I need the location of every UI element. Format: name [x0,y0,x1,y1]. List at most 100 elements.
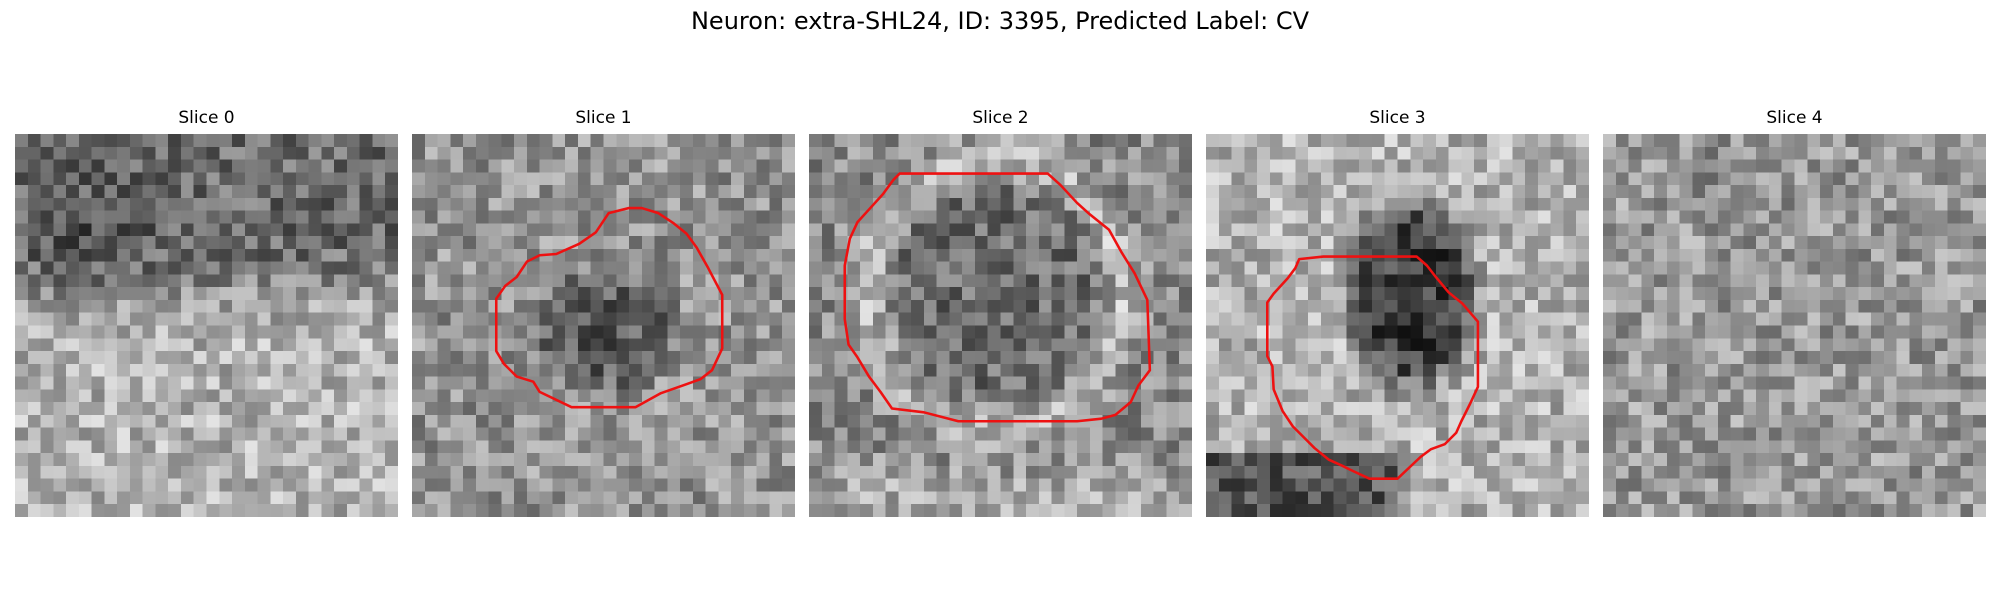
pixel [155,414,169,428]
pixel [1845,338,1859,352]
pixel [1654,261,1668,275]
pixel [283,172,297,186]
pixel [180,427,194,441]
pixel [1359,414,1373,428]
pixel [911,146,925,160]
pixel [1206,159,1220,173]
pixel [1359,287,1373,301]
pixel [974,389,988,403]
pixel [78,325,92,339]
pixel [437,210,451,224]
pixel [475,236,489,250]
pixel [718,210,732,224]
pixel [577,185,591,199]
pixel [450,414,464,428]
pixel [27,134,41,148]
pixel [346,248,360,262]
pixel [488,478,502,492]
pixel [1525,465,1539,479]
pixel [1756,159,1770,173]
pixel [718,274,732,288]
pixel [1359,376,1373,390]
pixel [450,236,464,250]
pixel [565,172,579,186]
pixel [1641,197,1655,211]
pixel [1576,376,1589,390]
pixel [1550,236,1564,250]
pixel [1346,440,1360,454]
pixel [488,274,502,288]
pixel [1423,159,1437,173]
pixel [78,287,92,301]
pixel [1807,376,1821,390]
pixel [1000,287,1014,301]
pixel [488,376,502,390]
pixel [53,427,67,441]
pixel [860,338,874,352]
pixel [526,159,540,173]
pixel [1474,134,1488,148]
pixel [129,402,143,416]
pixel [1013,146,1027,160]
pixel [514,210,528,224]
pixel [501,504,515,517]
pixel [372,210,386,224]
pixel [232,299,246,313]
pixel [1679,325,1693,339]
pixel [40,185,54,199]
pixel [1537,427,1551,441]
pixel [66,338,80,352]
pixel [359,274,373,288]
pixel [1525,287,1539,301]
pixel [680,465,694,479]
pixel [1563,274,1577,288]
pixel [756,223,770,237]
pixel [667,248,681,262]
pixel [1947,363,1961,377]
pixel [91,261,105,275]
pixel [590,146,604,160]
slice-panel-3: Slice 3 [1206,108,1589,517]
pixel [1692,312,1706,326]
pixel [680,427,694,441]
pixel [385,478,398,492]
pixel [641,223,655,237]
pixel [1615,274,1629,288]
pixel [1550,197,1564,211]
pixel [78,389,92,403]
pixel [15,491,29,505]
pixel [1615,236,1629,250]
pixel [180,363,194,377]
pixel [1051,440,1065,454]
pixel [1603,236,1617,250]
pixel [1486,491,1500,505]
pixel [923,351,937,365]
pixel [1448,287,1462,301]
pixel [1743,236,1757,250]
pixel [1461,261,1475,275]
pixel [885,299,899,313]
pixel [872,299,886,313]
pixel [539,287,553,301]
pixel [283,478,297,492]
pixel [437,197,451,211]
pixel [821,223,835,237]
pixel [206,376,220,390]
pixel [27,338,41,352]
pixel [1423,414,1437,428]
pixel [1102,491,1116,505]
pixel [359,414,373,428]
pixel [1218,172,1232,186]
pixel [1244,312,1258,326]
pixel [898,134,912,148]
pixel [1461,414,1475,428]
pixel [782,402,795,416]
pixel [1666,134,1680,148]
pixel [321,159,335,173]
pixel [1794,465,1808,479]
pixel [1960,440,1974,454]
pixel [1077,223,1091,237]
pixel [756,274,770,288]
pixel [1153,491,1167,505]
pixel [1934,210,1948,224]
